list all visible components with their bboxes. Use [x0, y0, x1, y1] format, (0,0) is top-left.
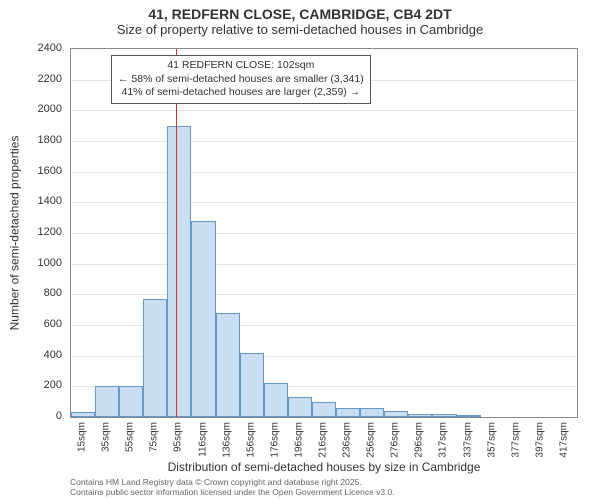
x-tick-label: 256sqm — [366, 422, 377, 458]
x-tick-label: 236sqm — [342, 422, 353, 458]
x-tick-label: 176sqm — [269, 422, 280, 458]
chart-subtitle: Size of property relative to semi-detach… — [0, 22, 600, 43]
histogram-bar — [216, 313, 240, 417]
histogram-bar — [457, 415, 481, 417]
y-tick-label: 1200 — [38, 226, 62, 238]
x-tick-label: 116sqm — [197, 422, 208, 457]
x-tick-label: 357sqm — [486, 422, 497, 458]
histogram-bar — [408, 414, 432, 417]
gridline — [71, 110, 577, 111]
y-axis-label: Number of semi-detached properties — [6, 48, 22, 418]
license-line2: Contains public sector information licen… — [70, 488, 578, 498]
gridline — [71, 294, 577, 295]
y-tick-label: 2400 — [38, 42, 62, 54]
x-tick-label: 75sqm — [149, 422, 160, 452]
histogram-bar — [336, 408, 360, 417]
histogram-bar — [95, 386, 119, 417]
gridline — [71, 202, 577, 203]
property-marker-line — [176, 49, 177, 417]
x-tick-label: 276sqm — [390, 422, 401, 458]
x-axis-label: Distribution of semi-detached houses by … — [70, 460, 578, 474]
x-tick-label: 417sqm — [558, 422, 569, 458]
y-tick-label: 1800 — [38, 134, 62, 146]
y-tick-label: 600 — [44, 318, 62, 330]
y-tick-label: 800 — [44, 287, 62, 299]
histogram-bar — [264, 383, 288, 417]
plot-area: 41 REDFERN CLOSE: 102sqm← 58% of semi-de… — [70, 48, 578, 418]
x-tick-label: 377sqm — [510, 422, 521, 458]
x-tick-label: 156sqm — [245, 422, 256, 458]
histogram-bar — [119, 386, 143, 417]
y-axis-ticks: 0200400600800100012001400160018002000220… — [30, 48, 66, 418]
x-tick-label: 95sqm — [173, 422, 184, 452]
x-tick-label: 397sqm — [534, 422, 545, 458]
x-tick-label: 216sqm — [318, 422, 329, 458]
x-tick-label: 296sqm — [414, 422, 425, 458]
y-tick-label: 1000 — [38, 257, 62, 269]
annotation-line2: ← 58% of semi-detached houses are smalle… — [118, 73, 364, 87]
y-tick-label: 1400 — [38, 195, 62, 207]
y-tick-label: 400 — [44, 349, 62, 361]
annotation-line3: 41% of semi-detached houses are larger (… — [118, 86, 364, 100]
histogram-bar — [360, 408, 384, 417]
x-tick-label: 337sqm — [462, 422, 473, 458]
x-axis-ticks: 15sqm 35sqm 55sqm 75sqm 95sqm 116sqm 136sqm 156… — [70, 418, 578, 460]
annotation-box: 41 REDFERN CLOSE: 102sqm← 58% of semi-de… — [111, 55, 371, 104]
histogram-bar — [432, 414, 456, 417]
y-tick-label: 200 — [44, 379, 62, 391]
x-tick-label: 55sqm — [125, 422, 136, 452]
y-tick-label: 2200 — [38, 73, 62, 85]
gridline — [71, 141, 577, 142]
x-tick-label: 35sqm — [101, 422, 112, 452]
x-tick-label: 136sqm — [221, 422, 232, 458]
histogram-bar — [191, 221, 215, 417]
y-tick-label: 1600 — [38, 165, 62, 177]
y-tick-label: 2000 — [38, 103, 62, 115]
x-tick-label: 15sqm — [77, 422, 88, 452]
annotation-line1: 41 REDFERN CLOSE: 102sqm — [118, 59, 364, 73]
gridline — [71, 233, 577, 234]
histogram-bar — [384, 411, 408, 417]
histogram-bar — [71, 412, 95, 417]
chart-container: 41, REDFERN CLOSE, CAMBRIDGE, CB4 2DT Si… — [0, 0, 600, 500]
gridline — [71, 172, 577, 173]
histogram-bar — [240, 353, 264, 417]
histogram-bar — [167, 126, 191, 417]
histogram-bar — [288, 397, 312, 417]
license-text: Contains HM Land Registry data © Crown c… — [70, 478, 578, 498]
y-tick-label: 0 — [56, 410, 62, 422]
histogram-bar — [143, 299, 167, 417]
histogram-bar — [312, 402, 336, 417]
x-tick-label: 317sqm — [438, 422, 449, 458]
x-tick-label: 196sqm — [293, 422, 304, 458]
chart-title: 41, REDFERN CLOSE, CAMBRIDGE, CB4 2DT — [0, 0, 600, 22]
gridline — [71, 264, 577, 265]
